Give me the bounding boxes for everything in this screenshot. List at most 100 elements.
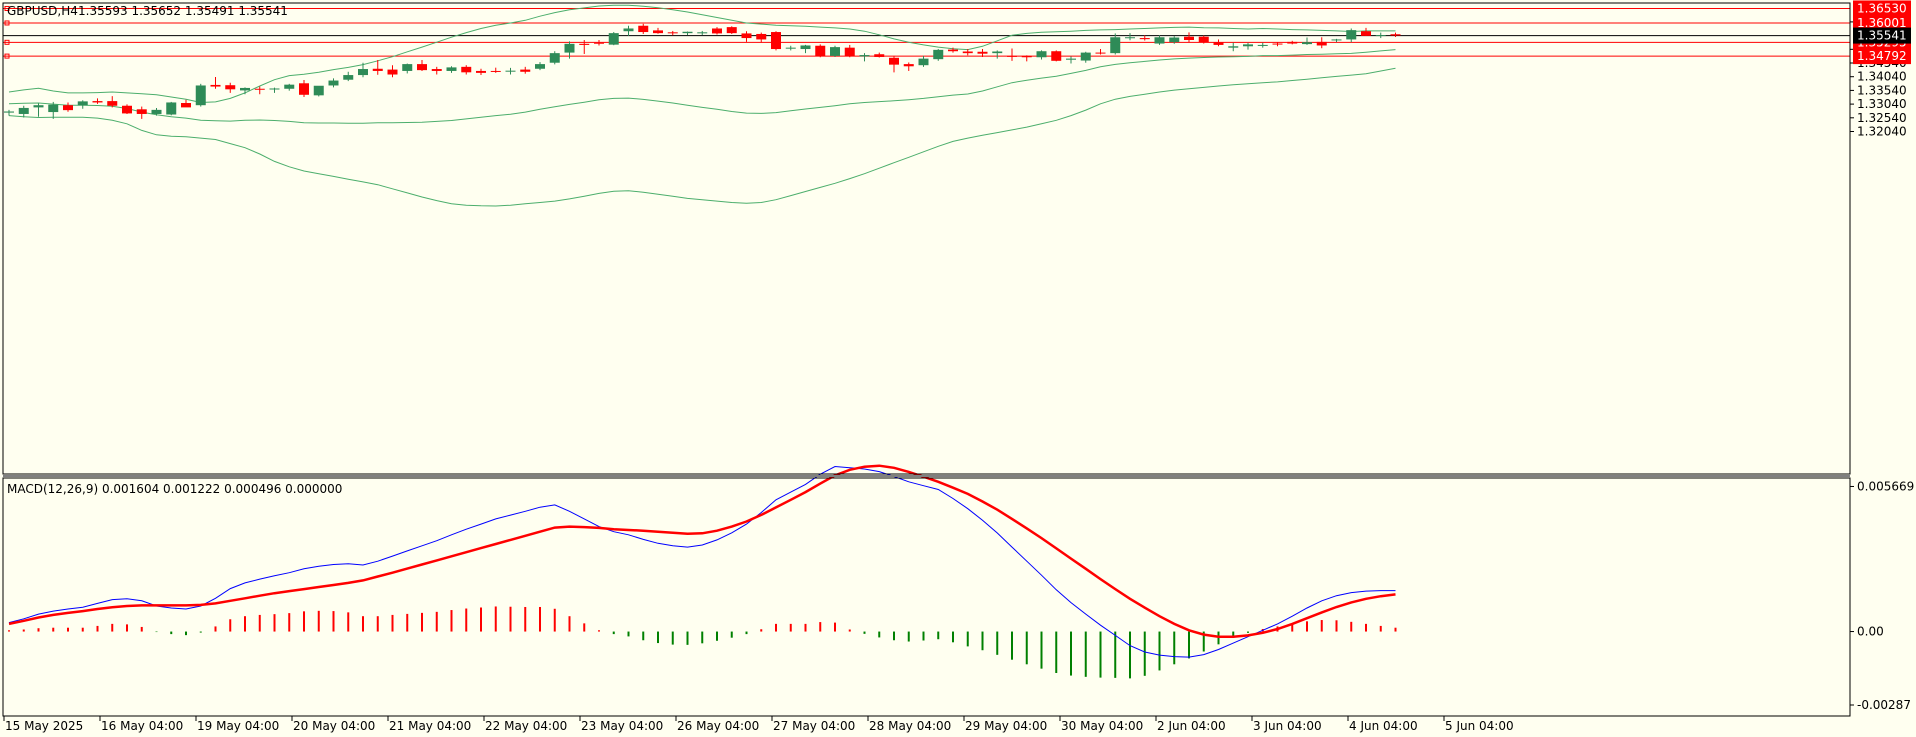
candle-body [962,51,973,54]
candle-body [579,43,590,45]
candle [1316,37,1327,49]
candle-body [918,58,929,66]
candle [549,51,560,65]
candle-body [1346,30,1357,40]
candle [1051,50,1062,62]
price-tick-label: 1.33040 [1857,97,1907,111]
candle-body [712,28,722,34]
candle-body [181,103,191,108]
candle [535,62,545,71]
candle [254,86,265,95]
candle [476,68,486,76]
candle-body [225,85,236,90]
candle [992,50,1003,59]
candle [785,45,796,51]
candle-body [240,87,250,91]
signal-line [8,464,1396,638]
candle-body [18,107,29,114]
candle-body [785,47,796,49]
hline-handle-1 [4,20,10,26]
time-tick-label: 23 May 04:00 [581,719,663,733]
candle [122,104,132,114]
candle [1066,56,1076,64]
candle-body [358,69,368,76]
candle [815,44,826,58]
time-tick-label: 19 May 04:00 [197,719,279,733]
time-tick-label: 22 May 04:00 [485,719,567,733]
bollinger-lower-band [8,67,1396,207]
candle-body [446,67,457,71]
candle-body [402,64,413,71]
candle-body [889,57,899,65]
price-tick-label: 1.33540 [1857,83,1907,97]
candle-body [992,51,1003,54]
candle [977,49,988,57]
candle-body [623,28,634,32]
candle [358,62,368,78]
candle-body [1331,39,1342,41]
candle [594,39,604,46]
candle [461,65,472,75]
candle-body [815,45,826,57]
price-pane[interactable] [3,4,1850,207]
candle [1198,35,1209,44]
time-tick-label: 28 May 04:00 [869,719,951,733]
candle [195,83,206,107]
candle-body [859,55,870,57]
candle-body [1213,42,1224,45]
candle-body [594,42,604,44]
candle [446,66,457,73]
time-tick-label: 5 Jun 04:00 [1445,719,1514,733]
candle-body [1184,36,1194,40]
candle [726,26,737,34]
bollinger-middle-band [8,49,1396,124]
candle [240,87,250,95]
candle [1036,50,1047,60]
candle [4,109,14,116]
time-tick-label: 29 May 04:00 [965,719,1047,733]
candle-body [505,70,516,72]
candle [1021,55,1032,62]
candle-body [1110,37,1121,54]
candle-body [1198,36,1209,43]
candle [417,59,427,71]
hline-price-label: 1.36530 [1857,1,1907,15]
candle-body [136,109,147,114]
macd-tick-label: 0.005669 [1857,479,1914,493]
candle [874,52,885,58]
price-tick-label: 1.32040 [1857,125,1907,139]
candle-body [1287,41,1298,44]
candle [1243,42,1253,50]
candle [431,66,442,75]
candle [741,31,752,42]
candle-body [48,104,59,113]
candle-body [1036,51,1047,58]
candle-body [535,64,545,69]
macd-readout: MACD(12,26,9) 0.001604 0.001222 0.000496… [7,482,342,496]
candle-body [667,32,678,34]
candle [107,96,118,108]
candle-body [299,83,309,95]
candle [1346,28,1357,43]
candle-body [549,53,560,63]
candle [697,30,708,36]
candle [756,32,767,43]
candle-body [933,49,944,60]
candle [623,25,634,36]
candle [402,63,413,74]
candle [1390,32,1401,37]
candle [830,45,840,57]
candle-body [800,45,811,50]
candle-body [1361,31,1371,36]
candle [1213,39,1224,47]
candle [1125,33,1135,41]
macd-pane[interactable] [8,464,1397,679]
candle [1154,35,1165,45]
candle [800,44,811,54]
candle [1228,42,1239,52]
candle-body [977,51,988,54]
candle-body [741,33,752,39]
